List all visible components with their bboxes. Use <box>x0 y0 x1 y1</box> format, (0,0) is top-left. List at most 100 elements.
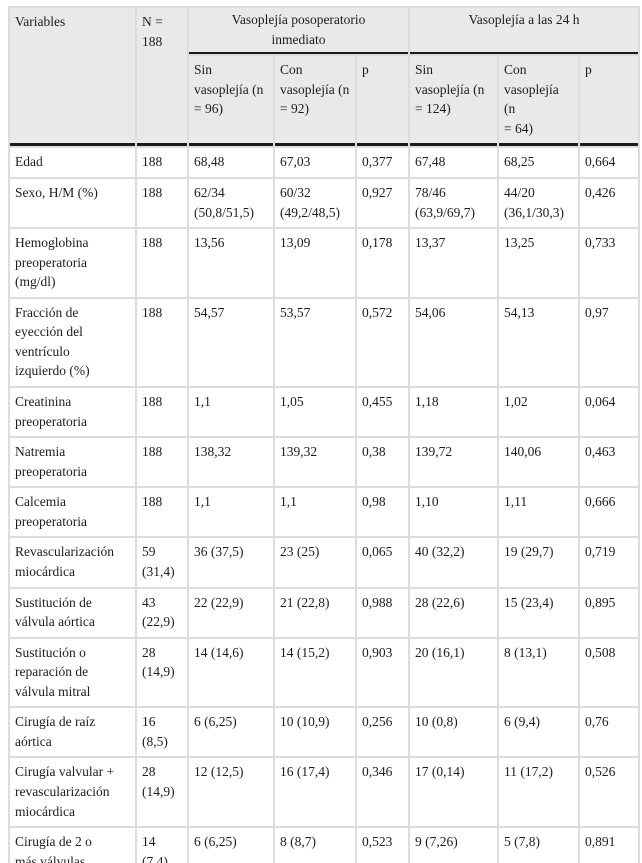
variable-cell: Creatinina preoperatoria <box>10 388 135 437</box>
group-header-24h: Vasoplejía a las 24 h <box>410 8 639 55</box>
p-immediate-value-cell: 0,98 <box>357 488 409 537</box>
variable-cell: Sustitución o reparación de válvula mitr… <box>10 638 135 707</box>
sin-24h-value-cell: 10 (0,8) <box>410 708 498 757</box>
con-24h-value-cell: 5 (7,8) <box>499 828 579 863</box>
variable-cell: Natremia preoperatoria <box>10 438 135 487</box>
sin-24h-value-cell: 1,18 <box>410 388 498 437</box>
con-24h-value-cell: 13,25 <box>499 229 579 297</box>
con-24h-value-cell: 1,02 <box>499 388 579 437</box>
table-header: Variables N = 188 Vasoplejía posoperator… <box>10 8 639 147</box>
con-immediate-value-cell: 13,09 <box>275 229 355 297</box>
p-24h-value-cell: 0,064 <box>580 388 639 437</box>
table-row: Edad 188 68,48 67,03 0,377 67,48 68,25 0… <box>10 148 639 177</box>
group-header-postop-immediate: Vasoplejía posoperatorio inmediato <box>189 8 409 55</box>
con-24h-value-cell: 19 (29,7) <box>499 538 579 587</box>
table-row: Sexo, H/M (%) 188 62/34 (50,8/51,5) 60/3… <box>10 178 639 228</box>
vasoplegia-comparison-table: Variables N = 188 Vasoplejía posoperator… <box>8 6 641 863</box>
subcolumn-header-con-24h: Con vasoplejía (n = 64) <box>499 56 579 147</box>
p-24h-value-cell: 0,733 <box>580 229 639 297</box>
variable-cell: Sexo, H/M (%) <box>10 178 135 228</box>
sin-24h-value-cell: 28 (22,6) <box>410 588 498 637</box>
p-24h-value-cell: 0,76 <box>580 708 639 757</box>
con-immediate-value-cell: 1,1 <box>275 488 355 537</box>
variable-cell: Revascularización miocárdica <box>10 538 135 587</box>
con-24h-value-cell: 8 (13,1) <box>499 638 579 707</box>
variable-cell: Calcemia preoperatoria <box>10 488 135 537</box>
subcolumn-header-p-immediate: p <box>357 56 409 147</box>
sin-immediate-value-cell: 14 (14,6) <box>189 638 273 707</box>
variable-cell: Cirugía valvular + revascularización mio… <box>10 758 135 827</box>
p-immediate-value-cell: 0,065 <box>357 538 409 587</box>
table-row: Cirugía valvular + revascularización mio… <box>10 758 639 827</box>
con-24h-value-cell: 6 (9,4) <box>499 708 579 757</box>
con-immediate-value-cell: 10 (10,9) <box>275 708 355 757</box>
group-header-row: Variables N = 188 Vasoplejía posoperator… <box>10 8 639 147</box>
table-row: Hemoglobina preoperatoria (mg/dl) 188 13… <box>10 229 639 297</box>
sin-immediate-value-cell: 6 (6,25) <box>189 708 273 757</box>
con-24h-value-cell: 68,25 <box>499 148 579 177</box>
con-24h-value-cell: 11 (17,2) <box>499 758 579 827</box>
p-immediate-value-cell: 0,903 <box>357 638 409 707</box>
p-immediate-value-cell: 0,572 <box>357 298 409 386</box>
n-total-cell: 188 <box>137 388 187 437</box>
con-immediate-value-cell: 21 (22,8) <box>275 588 355 637</box>
con-24h-value-cell: 54,13 <box>499 298 579 386</box>
n-total-cell: 16 (8,5) <box>137 708 187 757</box>
n-total-cell: 59 (31,4) <box>137 538 187 587</box>
table-row: Cirugía de raíz aórtica 16 (8,5) 6 (6,25… <box>10 708 639 757</box>
sin-immediate-value-cell: 36 (37,5) <box>189 538 273 587</box>
con-immediate-value-cell: 23 (25) <box>275 538 355 587</box>
n-total-cell: 188 <box>137 148 187 177</box>
sin-24h-value-cell: 78/46 (63,9/69,7) <box>410 178 498 228</box>
con-immediate-value-cell: 8 (8,7) <box>275 828 355 863</box>
sin-immediate-value-cell: 138,32 <box>189 438 273 487</box>
table-row: Sustitución o reparación de válvula mitr… <box>10 638 639 707</box>
n-total-cell: 188 <box>137 488 187 537</box>
variable-cell: Cirugía de 2 o más válvulas <box>10 828 135 863</box>
p-24h-value-cell: 0,526 <box>580 758 639 827</box>
sin-24h-value-cell: 20 (16,1) <box>410 638 498 707</box>
p-immediate-value-cell: 0,455 <box>357 388 409 437</box>
n-total-cell: 188 <box>137 229 187 297</box>
con-24h-value-cell: 1,11 <box>499 488 579 537</box>
p-24h-value-cell: 0,891 <box>580 828 639 863</box>
p-immediate-value-cell: 0,988 <box>357 588 409 637</box>
column-header-variables: Variables <box>10 8 135 147</box>
con-24h-value-cell: 44/20 (36,1/30,3) <box>499 178 579 228</box>
n-total-cell: 14 (7,4) <box>137 828 187 863</box>
p-immediate-value-cell: 0,178 <box>357 229 409 297</box>
sin-24h-value-cell: 17 (0,14) <box>410 758 498 827</box>
variable-cell: Hemoglobina preoperatoria (mg/dl) <box>10 229 135 297</box>
sin-immediate-value-cell: 12 (12,5) <box>189 758 273 827</box>
sin-24h-value-cell: 13,37 <box>410 229 498 297</box>
sin-immediate-value-cell: 54,57 <box>189 298 273 386</box>
subcolumn-header-con-immediate: Con vasoplejía (n = 92) <box>275 56 355 147</box>
sin-24h-value-cell: 1,10 <box>410 488 498 537</box>
sin-24h-value-cell: 67,48 <box>410 148 498 177</box>
n-total-cell: 28 (14,9) <box>137 758 187 827</box>
con-immediate-value-cell: 14 (15,2) <box>275 638 355 707</box>
sin-immediate-value-cell: 1,1 <box>189 388 273 437</box>
sin-24h-value-cell: 54,06 <box>410 298 498 386</box>
sin-24h-value-cell: 40 (32,2) <box>410 538 498 587</box>
p-24h-value-cell: 0,664 <box>580 148 639 177</box>
table-row: Natremia preoperatoria 188 138,32 139,32… <box>10 438 639 487</box>
p-immediate-value-cell: 0,38 <box>357 438 409 487</box>
p-immediate-value-cell: 0,377 <box>357 148 409 177</box>
subheader-row: Sin vasoplejía (n = 96) Con vasoplejía (… <box>10 56 639 147</box>
n-total-cell: 188 <box>137 298 187 386</box>
sin-immediate-value-cell: 68,48 <box>189 148 273 177</box>
sin-immediate-value-cell: 6 (6,25) <box>189 828 273 863</box>
con-immediate-value-cell: 67,03 <box>275 148 355 177</box>
table-body: Edad 188 68,48 67,03 0,377 67,48 68,25 0… <box>10 148 639 863</box>
subcolumn-header-sin-immediate: Sin vasoplejía (n = 96) <box>189 56 273 147</box>
n-total-cell: 188 <box>137 178 187 228</box>
column-header-n: N = 188 <box>137 8 187 147</box>
table-row: Revascularización miocárdica 59 (31,4) 3… <box>10 538 639 587</box>
table-row: Sustitución de válvula aórtica 43 (22,9)… <box>10 588 639 637</box>
variable-cell: Edad <box>10 148 135 177</box>
con-immediate-value-cell: 1,05 <box>275 388 355 437</box>
variable-cell: Fracción de eyección del ventrículo izqu… <box>10 298 135 386</box>
subcolumn-header-sin-24h: Sin vasoplejía (n = 124) <box>410 56 498 147</box>
